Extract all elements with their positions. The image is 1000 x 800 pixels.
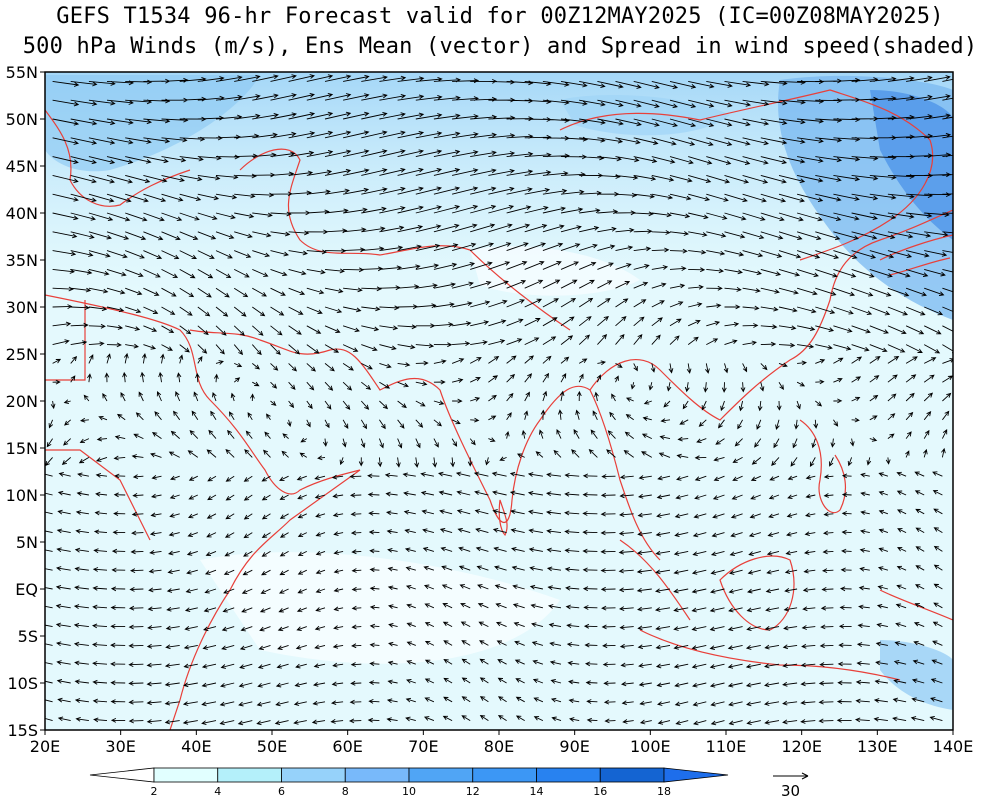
- lon-label: 110E: [706, 737, 747, 756]
- lat-label: 50N: [6, 110, 38, 129]
- lat-label: 20N: [6, 392, 38, 411]
- lat-label: EQ: [15, 580, 38, 599]
- lon-label: 20E: [30, 737, 60, 756]
- colorbar-segment: [153, 767, 219, 783]
- colorbar-tick-label: 18: [657, 785, 671, 798]
- colorbar-tick-label: 6: [278, 785, 285, 798]
- lat-label: 30N: [6, 298, 38, 317]
- coast-east-asia: [589, 209, 953, 421]
- lon-label: 80E: [484, 737, 514, 756]
- lat-label: 35N: [6, 251, 38, 270]
- plot-area: [45, 72, 953, 730]
- colorbar-tick-label: 12: [466, 785, 480, 798]
- lon-label: 120E: [781, 737, 822, 756]
- spread-high-se: [880, 640, 953, 710]
- coast-philippines: [799, 419, 847, 514]
- wind-vectors: [45, 74, 953, 726]
- lat-label: 10S: [7, 674, 38, 693]
- colorbar-tick-label: 4: [214, 785, 221, 798]
- lon-label: 100E: [630, 737, 671, 756]
- coast-south-asia: [189, 329, 661, 561]
- lat-label: 10N: [6, 486, 38, 505]
- lat-label: 25N: [6, 345, 38, 364]
- lon-label: 40E: [181, 737, 211, 756]
- coast-japan: [879, 234, 953, 276]
- lat-label: 15N: [6, 439, 38, 458]
- colorbar-segment: [281, 767, 346, 783]
- lat-label: 5S: [18, 627, 38, 646]
- coast-africa-east: [45, 294, 361, 730]
- colorbar-segment: [217, 767, 282, 783]
- map-axes: 55N 50N 45N 40N 35N 30N 25N 20N 15N 10N 5N EQ 5S 10S 1…: [6, 63, 974, 756]
- colorbar-segment: [344, 767, 410, 783]
- title-line-1: GEFS T1534 96-hr Forecast valid for 00Z1…: [56, 4, 944, 29]
- border-central-asia: [239, 148, 571, 331]
- reference-vector: 30: [773, 772, 809, 800]
- colorbar-tick-label: 8: [342, 785, 349, 798]
- lat-label: 40N: [6, 204, 38, 223]
- colorbar-tick-label: 2: [151, 785, 158, 798]
- colorbar-tick-label: 10: [402, 785, 416, 798]
- colorbar-segment: [536, 767, 601, 783]
- colorbar-tick-label: 16: [593, 785, 607, 798]
- reference-arrow-head: [801, 772, 809, 780]
- wind-vector-field: [45, 74, 953, 726]
- spread-low-india: [470, 246, 640, 296]
- spread-max-inner: [870, 90, 953, 240]
- lon-label: 140E: [933, 737, 974, 756]
- colorbar-segment: [408, 767, 474, 783]
- lon-label: 130E: [857, 737, 898, 756]
- coast-sri-lanka: [498, 499, 508, 537]
- colorbar-high-triangle: [663, 767, 729, 783]
- lat-label: 15S: [7, 721, 38, 740]
- lon-label: 60E: [332, 737, 362, 756]
- lat-label: 5N: [16, 533, 38, 552]
- title-line-2: 500 hPa Winds (m/s), Ens Mean (vector) a…: [22, 34, 978, 59]
- coast-new-guinea: [879, 589, 953, 621]
- border-mongolia-china: [559, 89, 934, 261]
- reference-vector-label: 30: [781, 782, 800, 800]
- colorbar: 2 4 6 8 10 12 14 16 18: [89, 767, 729, 798]
- lon-label: 50E: [257, 737, 287, 756]
- spread-low-ocean: [200, 552, 560, 664]
- colorbar-low-triangle: [89, 767, 155, 783]
- lon-label: 90E: [559, 737, 589, 756]
- colorbar-segment: [472, 767, 537, 783]
- colorbar-segment: [599, 767, 665, 783]
- coast-europe: [45, 109, 191, 207]
- lat-label: 45N: [6, 157, 38, 176]
- lat-label: 55N: [6, 63, 38, 82]
- lon-label: 70E: [408, 737, 438, 756]
- coast-borneo: [719, 555, 795, 631]
- lon-label: 30E: [105, 737, 135, 756]
- colorbar-tick-label: 14: [530, 785, 544, 798]
